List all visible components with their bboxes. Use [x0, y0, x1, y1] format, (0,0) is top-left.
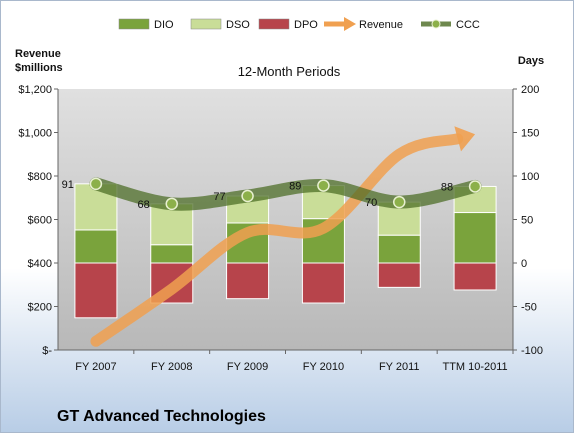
ccc-data-label-1: 68: [138, 199, 150, 211]
right-tick-label-5: 150: [521, 128, 539, 140]
legend-label-dio: DIO: [154, 19, 174, 31]
ccc-point-5: [468, 180, 482, 193]
ccc-series: 91 68 77 89 70 88: [62, 177, 482, 211]
left-tick-label-5: $1,000: [18, 128, 52, 140]
ccc-data-label-5: 88: [441, 181, 453, 193]
right-tick-label-4: 100: [521, 171, 539, 183]
left-tick-label-2: $400: [28, 258, 52, 270]
legend: DIO DSO DPO Revenue CCC: [118, 17, 480, 31]
legend-swatch-dso: [190, 18, 222, 30]
axes: $- $200 $400 $600 $800 $1,000 $1,200 -100 -50 0 50…: [18, 84, 543, 373]
x-tick-label-3: FY 2010: [303, 361, 344, 373]
legend-swatch-dpo: [258, 18, 290, 30]
x-tick-label-5: TTM 10-2011: [442, 361, 507, 373]
legend-arrowhead-revenue: [344, 17, 356, 31]
left-tick-label-6: $1,200: [18, 84, 52, 96]
x-tick-label-0: FY 2007: [75, 361, 116, 373]
legend-label-dso: DSO: [226, 19, 250, 31]
bar-dio-5: [453, 212, 497, 264]
bar-dpo-0: [74, 262, 118, 319]
right-tick-label-3: 50: [521, 215, 533, 227]
ccc-data-label-2: 77: [213, 191, 225, 203]
ccc-point-2: [241, 189, 254, 203]
ccc-data-label-0: 91: [62, 179, 74, 191]
ccc-line: [89, 177, 482, 211]
left-tick-label-4: $800: [28, 171, 52, 183]
right-tick-label-2: 0: [521, 258, 527, 270]
right-tick-label-1: -50: [521, 302, 537, 314]
ccc-data-label-3: 89: [289, 181, 301, 193]
legend-swatch-dio: [118, 18, 150, 30]
left-tick-label-0: $-: [42, 345, 52, 357]
left-axis-title-line2: $millions: [15, 62, 63, 74]
revenue-arrowhead: [454, 126, 476, 152]
x-tick-label-1: FY 2008: [151, 361, 192, 373]
revenue-line: [90, 133, 464, 347]
left-tick-label-1: $200: [28, 302, 52, 314]
bar-dpo-4: [377, 262, 421, 288]
right-tick-label-6: 200: [521, 84, 539, 96]
legend-label-ccc: CCC: [456, 19, 480, 31]
ccc-point-0: [89, 177, 103, 191]
plot-area: [58, 89, 513, 350]
company-name: GT Advanced Technologies: [57, 408, 266, 425]
ccc-data-label-4: 70: [365, 197, 377, 209]
legend-marker-ccc: [431, 19, 441, 29]
right-axis-title: Days: [518, 55, 544, 67]
right-tick-label-0: -100: [521, 345, 543, 357]
revenue-series: [90, 126, 476, 347]
bar-dio-1: [150, 244, 194, 264]
bar-dpo-3: [301, 262, 345, 304]
left-tick-label-3: $600: [28, 215, 52, 227]
legend-label-revenue: Revenue: [359, 19, 403, 31]
bar-dpo-2: [226, 262, 270, 300]
ccc-point-4: [393, 195, 406, 209]
left-axis-title-line1: Revenue: [15, 48, 61, 60]
bar-dio-4: [377, 234, 421, 264]
ccc-point-1: [165, 197, 178, 211]
legend-label-dpo: DPO: [294, 19, 318, 31]
chart-title: 12-Month Periods: [238, 64, 341, 79]
x-tick-label-4: FY 2011: [379, 361, 420, 373]
x-tick-label-2: FY 2009: [227, 361, 268, 373]
bar-dpo-5: [453, 262, 497, 291]
ccc-point-3: [317, 179, 330, 192]
bar-dio-0: [74, 229, 118, 264]
